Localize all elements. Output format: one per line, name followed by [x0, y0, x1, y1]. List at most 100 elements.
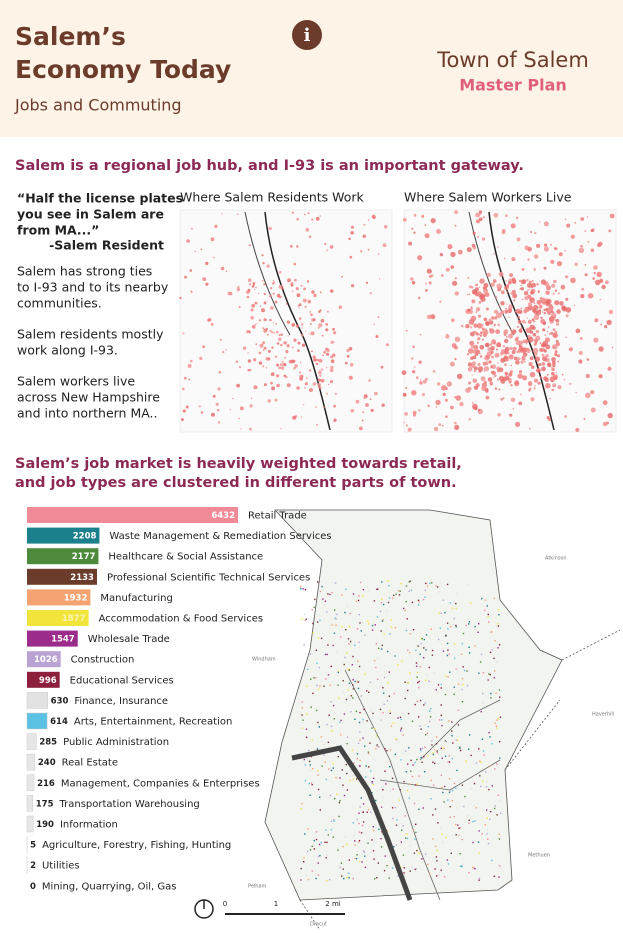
town-dot — [382, 712, 384, 714]
map-dot — [435, 399, 441, 406]
town-dot — [330, 701, 332, 703]
town-dot — [330, 725, 333, 728]
map-dot — [516, 325, 520, 328]
map-dot — [280, 296, 283, 298]
town-dot — [423, 704, 425, 706]
map-dot — [529, 356, 534, 361]
map-dot — [557, 292, 560, 295]
map-dot — [253, 358, 257, 362]
town-dot — [446, 622, 449, 624]
town-dot — [338, 865, 340, 868]
town-dot — [389, 712, 391, 714]
map-dot — [544, 387, 546, 390]
map-dot — [477, 337, 481, 341]
town-dot — [344, 611, 346, 614]
town-dot — [389, 710, 391, 712]
town-dot — [406, 627, 408, 629]
map-dot — [492, 279, 497, 283]
town-dot — [383, 869, 386, 872]
town-dot — [354, 718, 356, 720]
info-icon[interactable] — [292, 20, 322, 50]
paragraph: Salem workers live — [17, 374, 135, 389]
bar — [26, 733, 37, 750]
map-dot — [561, 373, 564, 376]
map-dot — [274, 355, 278, 358]
map-dot — [310, 313, 313, 317]
town-dot — [441, 724, 443, 727]
town-dot — [409, 580, 411, 582]
town-dot — [491, 729, 493, 732]
map-dot — [540, 279, 547, 285]
town-dot — [363, 708, 365, 711]
map-dot — [534, 378, 538, 383]
map-dot — [317, 383, 322, 387]
town-dot — [304, 779, 307, 782]
town-dot — [497, 623, 499, 625]
map-dot — [578, 351, 583, 355]
map-dot — [550, 259, 555, 264]
map-dot — [202, 345, 206, 349]
town-dot — [482, 692, 484, 695]
map-dot — [521, 356, 526, 361]
town-dot — [376, 877, 378, 879]
map-dot — [496, 312, 502, 319]
town-dot — [356, 818, 358, 821]
town-dot — [371, 839, 373, 841]
map-dot — [555, 339, 559, 343]
town-dot — [451, 789, 454, 792]
town-dot — [312, 692, 314, 695]
map-dot — [605, 280, 609, 285]
town-dot — [484, 609, 486, 612]
info-letter[interactable]: i — [304, 25, 311, 46]
map-dot — [531, 282, 536, 288]
map-dot — [262, 341, 265, 345]
map-dot — [306, 377, 308, 379]
map-dot — [480, 376, 486, 382]
map-dot — [454, 224, 457, 227]
town-dot — [315, 838, 318, 841]
map-dot — [307, 212, 310, 215]
map-dot — [263, 283, 266, 286]
map-dot — [533, 342, 537, 346]
map-dot — [304, 387, 306, 389]
town-dot — [324, 761, 326, 763]
map-dot — [271, 331, 274, 334]
map-dot — [478, 333, 481, 336]
town-dot — [405, 837, 407, 839]
town-dot — [317, 874, 320, 876]
town-dot — [304, 764, 307, 766]
town-dot — [485, 786, 488, 788]
map-dot — [593, 271, 596, 275]
town-dot — [491, 631, 493, 633]
town-dot — [313, 848, 315, 850]
town-dot — [397, 875, 399, 877]
town-dot — [334, 582, 337, 584]
town-dot — [389, 790, 391, 792]
map-dot — [487, 377, 493, 382]
town-dot — [333, 820, 335, 822]
map-dot — [265, 357, 269, 361]
town-dot — [480, 711, 482, 713]
town-dot — [351, 749, 354, 751]
town-dot — [332, 836, 334, 838]
town-dot — [469, 734, 471, 736]
town-dot — [415, 649, 417, 652]
town-dot — [417, 681, 419, 684]
town-dot — [307, 878, 310, 881]
town-dot — [349, 779, 351, 782]
map-dot — [545, 354, 549, 358]
town-dot — [306, 685, 308, 687]
map-dot — [527, 381, 533, 386]
map-dot — [422, 379, 427, 384]
map-dot — [361, 419, 364, 422]
value-label: 2 — [30, 861, 36, 871]
town-dot — [459, 853, 461, 855]
town-dot — [488, 788, 490, 791]
town-dot — [312, 622, 314, 625]
map-dot — [528, 336, 534, 343]
map-dot — [327, 310, 329, 313]
map-dot — [539, 221, 541, 223]
town-dot — [351, 876, 354, 878]
town-dot — [431, 649, 434, 652]
town-dot — [455, 834, 457, 836]
